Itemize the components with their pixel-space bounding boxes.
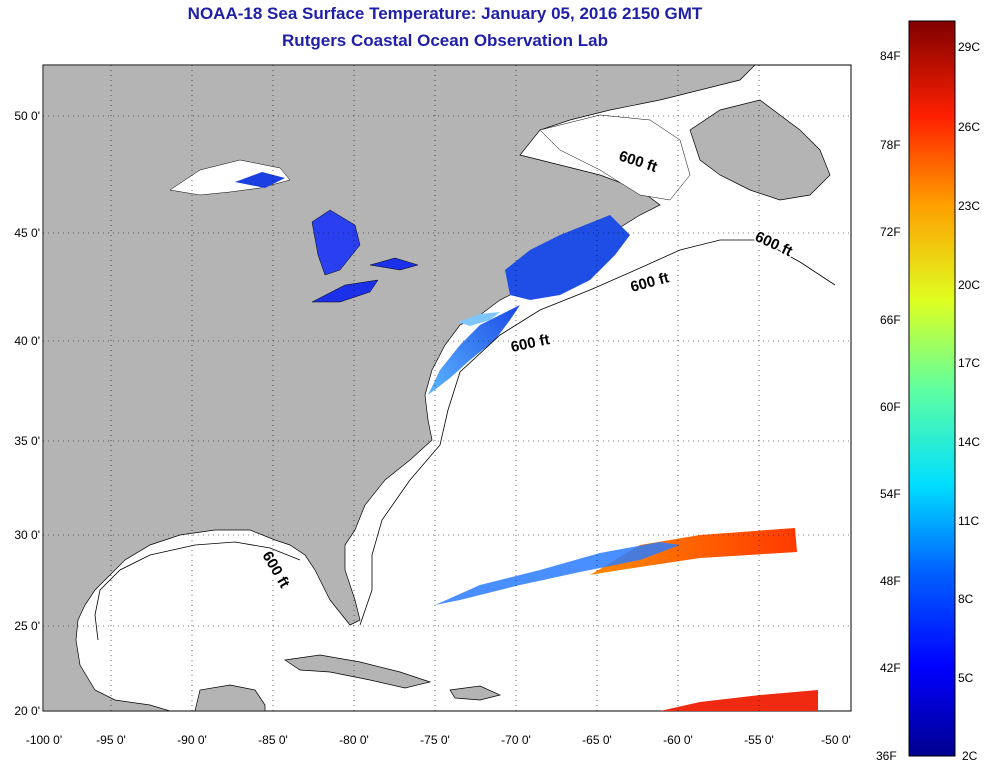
map-subtitle: Rutgers Coastal Ocean Observation Lab xyxy=(282,31,608,50)
lon-label-95: -95 0' xyxy=(96,733,126,747)
lake-erie-sst xyxy=(311,279,379,303)
colorbar-c-17: 17C xyxy=(958,356,981,370)
lon-label-60: -60 0' xyxy=(663,733,693,747)
sst-swath-north xyxy=(590,528,797,575)
lon-label-70: -70 0' xyxy=(501,733,531,747)
lat-label-40: 40 0' xyxy=(14,334,40,348)
colorbar-c-23: 23C xyxy=(958,199,981,213)
colorbar-c-14: 14C xyxy=(958,435,981,449)
colorbar-c-20: 20C xyxy=(958,278,981,292)
lake-ontario-sst xyxy=(369,257,419,271)
lake-michigan-huron-sst xyxy=(311,209,361,276)
lon-label-50: -50 0' xyxy=(821,733,851,747)
lake-superior-sst xyxy=(235,172,285,188)
lat-label-30: 30 0' xyxy=(14,528,40,542)
lon-label-100: -100 0' xyxy=(25,733,63,747)
lat-label-20: 20 0' xyxy=(14,704,40,718)
lon-label-90: -90 0' xyxy=(177,733,207,747)
newfoundland-land xyxy=(689,99,831,201)
lon-label-85: -85 0' xyxy=(258,733,288,747)
colorbar-f-72: 72F xyxy=(880,225,901,239)
sst-swath-south xyxy=(660,690,818,711)
colorbar xyxy=(908,20,956,757)
sst-swath-north-cool xyxy=(435,542,680,605)
colorbar-f-66: 66F xyxy=(880,313,901,327)
lon-label-75: -75 0' xyxy=(420,733,450,747)
mid-atlantic-shelf-sst xyxy=(428,305,520,395)
yucatan-land xyxy=(194,684,266,711)
contour-600ft-gulf xyxy=(94,541,301,641)
colorbar-c-5: 5C xyxy=(958,671,974,685)
lat-label-50: 50 0' xyxy=(14,109,40,123)
long-island-sound-sst xyxy=(458,312,500,326)
lat-label-45: 45 0' xyxy=(14,226,40,240)
lon-label-55: -55 0' xyxy=(744,733,774,747)
lon-label-80: -80 0' xyxy=(339,733,369,747)
cuba-land xyxy=(284,654,432,689)
contour-600ft-atlantic xyxy=(359,239,836,626)
lat-label-25: 25 0' xyxy=(14,619,40,633)
map-title: NOAA-18 Sea Surface Temperature: January… xyxy=(187,4,703,23)
lat-label-35: 35 0' xyxy=(14,434,40,448)
colorbar-f-60: 60F xyxy=(880,400,901,414)
north-america-land xyxy=(43,65,756,711)
lon-label-65: -65 0' xyxy=(582,733,612,747)
colorbar-c-2: 2C xyxy=(962,749,978,763)
colorbar-c-8: 8C xyxy=(958,592,974,606)
colorbar-c-29: 29C xyxy=(958,40,981,54)
hispaniola-land xyxy=(449,685,502,701)
colorbar-f-48: 48F xyxy=(880,574,901,588)
colorbar-f-84: 84F xyxy=(880,49,901,63)
colorbar-f-36: 36F xyxy=(876,749,897,763)
colorbar-f-42: 42F xyxy=(880,661,901,675)
gulf-st-lawrence-water xyxy=(539,114,691,201)
colorbar-f-78: 78F xyxy=(880,138,901,152)
gulf-of-maine-sst xyxy=(505,215,630,300)
colorbar-c-11: 11C xyxy=(958,514,980,528)
colorbar-c-26: 26C xyxy=(958,120,981,134)
colorbar-f-54: 54F xyxy=(880,487,901,501)
